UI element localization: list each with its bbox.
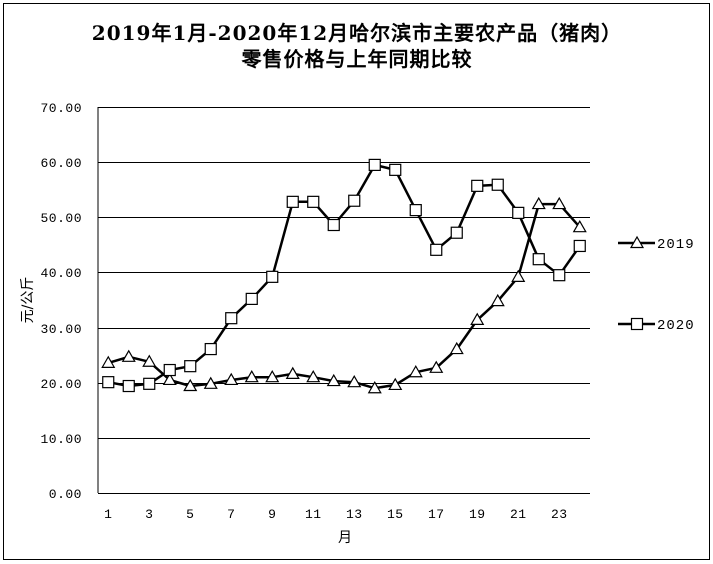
data-point-2019 <box>388 377 403 391</box>
y-tick-label: 10.00 <box>40 432 82 447</box>
data-point-2020 <box>553 269 566 282</box>
data-point-2019 <box>162 372 177 386</box>
data-point-2020 <box>102 376 115 389</box>
data-point-2019 <box>511 269 526 282</box>
data-point-2020 <box>532 253 545 266</box>
y-axis-title: 元/公斤 <box>20 277 36 324</box>
data-point-2020 <box>491 178 504 191</box>
data-point-2020 <box>430 243 443 256</box>
data-point-2020 <box>286 195 299 208</box>
y-tick-label: 70.00 <box>40 101 82 116</box>
data-point-2020 <box>204 342 217 356</box>
data-point-2020 <box>266 270 279 283</box>
data-point-2019 <box>203 376 218 389</box>
data-point-2020 <box>184 360 197 373</box>
x-tick-label: 9 <box>268 507 276 522</box>
x-tick-label: 1 <box>104 507 112 522</box>
data-point-2019 <box>285 366 300 379</box>
data-point-2019 <box>449 341 464 355</box>
data-point-2019 <box>224 372 239 386</box>
y-tick-label: 60.00 <box>40 156 82 171</box>
data-point-2020 <box>307 195 320 208</box>
data-point-2019 <box>347 374 362 388</box>
data-point-2020 <box>450 226 463 239</box>
x-tick-label: 11 <box>305 507 322 522</box>
data-point-2019 <box>121 349 136 362</box>
x-tick-label: 17 <box>428 507 445 522</box>
y-axis-tick-labels: 0.00 10.00 20.00 30.00 40.00 50.00 60.00 70.00 <box>40 101 82 502</box>
x-tick-label: 15 <box>387 507 404 522</box>
data-point-2020 <box>163 363 176 377</box>
x-tick-label: 19 <box>469 507 486 522</box>
data-point-2019 <box>429 360 444 373</box>
data-point-2019 <box>552 196 567 210</box>
legend-square-marker <box>630 317 644 331</box>
data-point-2019 <box>408 365 423 378</box>
chart-title-line-1: 2019年1月-2020年12月哈尔滨市主要农产品（猪肉） <box>92 21 622 45</box>
data-point-2019 <box>244 369 259 383</box>
chart-title-line-2: 零售价格与上年同期比较 <box>241 47 473 71</box>
data-point-2019 <box>183 378 198 392</box>
y-tick-label: 20.00 <box>40 377 82 392</box>
y-tick-label: 50.00 <box>40 211 82 226</box>
data-point-2019 <box>572 220 587 233</box>
data-point-2019 <box>265 369 280 383</box>
data-point-2020 <box>225 312 238 325</box>
data-point-2019 <box>531 196 546 210</box>
legend-label-2019: 2019 <box>657 237 695 253</box>
legend-item-2019: 2019 <box>618 235 695 253</box>
series-2019 <box>101 196 587 394</box>
data-point-2020 <box>389 163 402 176</box>
series-layer <box>101 158 587 394</box>
data-point-2020 <box>409 204 422 217</box>
legend-label-2020: 2020 <box>657 318 695 334</box>
data-point-2020 <box>573 239 586 253</box>
data-point-2019 <box>142 354 157 367</box>
data-point-2020 <box>471 179 484 192</box>
data-point-2019 <box>326 373 341 387</box>
data-point-2020 <box>368 158 381 171</box>
x-tick-label: 23 <box>551 507 568 522</box>
data-point-2020 <box>143 377 156 390</box>
x-tick-label: 13 <box>346 507 363 522</box>
data-point-2020 <box>327 218 340 232</box>
legend-triangle-marker <box>629 235 645 249</box>
data-point-2020 <box>122 379 135 393</box>
x-tick-label: 21 <box>510 507 527 522</box>
data-point-2019 <box>470 312 485 325</box>
legend: 2019 2020 <box>618 235 695 334</box>
series-2020 <box>102 158 586 393</box>
data-point-2019 <box>101 355 116 368</box>
data-point-2020 <box>512 206 525 219</box>
data-point-2019 <box>367 381 382 394</box>
chart-border <box>3 3 710 560</box>
data-point-2020 <box>245 292 258 305</box>
legend-item-2020: 2020 <box>618 317 695 334</box>
data-point-2019 <box>306 369 321 383</box>
y-tick-label: 0.00 <box>49 487 82 502</box>
x-tick-label: 7 <box>227 507 235 522</box>
data-point-2019 <box>490 293 505 307</box>
x-axis-tick-labels: 1 3 5 7 9 11 13 15 17 19 21 23 <box>104 507 567 522</box>
y-tick-label: 30.00 <box>40 322 82 337</box>
y-tick-label: 40.00 <box>40 266 82 281</box>
x-tick-label: 5 <box>186 507 194 522</box>
x-axis-title: 月 <box>338 530 352 546</box>
data-point-2020 <box>348 194 361 207</box>
x-tick-label: 3 <box>145 507 153 522</box>
